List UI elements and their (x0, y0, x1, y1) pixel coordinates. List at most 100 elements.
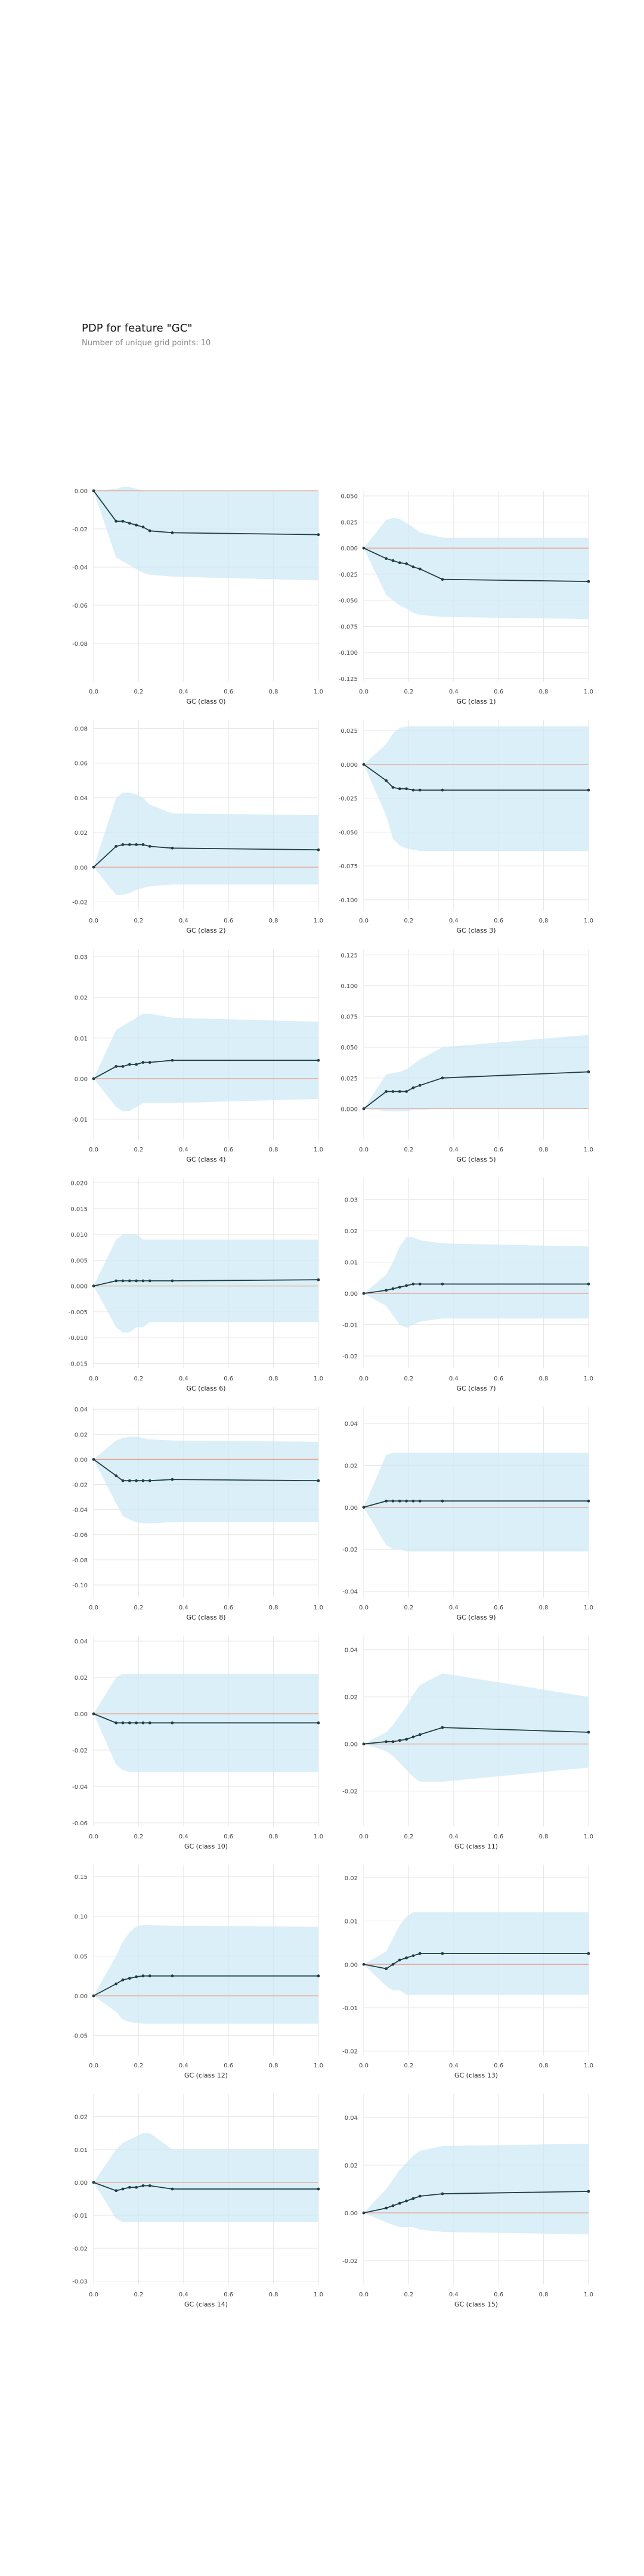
x-tick-label: 1.0 (314, 1147, 323, 1153)
y-tick-label: 0.04 (345, 1421, 358, 1428)
pdp-point (114, 1982, 118, 1986)
y-tick-label: 0.000 (340, 762, 358, 769)
confidence-band (364, 2144, 589, 2234)
pdp-point (114, 2189, 118, 2193)
pdp-point (385, 2206, 388, 2210)
y-tick-label: 0.02 (345, 1228, 358, 1235)
pdp-point (171, 1478, 174, 1481)
x-axis-label: GC (class 0) (186, 698, 225, 705)
pdp-point (411, 565, 415, 569)
pdp-point (362, 1506, 366, 1509)
pdp-point (398, 1739, 401, 1742)
x-tick-label: 0.0 (359, 1147, 369, 1153)
x-axis-label: GC (class 4) (186, 1156, 225, 1163)
x-tick-label: 0.4 (449, 1147, 459, 1153)
x-tick-label: 0.8 (539, 1147, 549, 1153)
y-tick-label: -0.02 (72, 899, 88, 906)
x-axis-label: GC (class 1) (456, 698, 496, 705)
y-tick-label: -0.01 (72, 2213, 88, 2219)
y-tick-label: -0.100 (339, 650, 358, 657)
pdp-point (385, 1740, 388, 1744)
pdp-panel-8: 0.04 0.02 0.00 -0.02 -0.04 -0.06 -0.08 -0.10 0.0… (72, 1407, 323, 1621)
y-tick-label: 0.05 (75, 1953, 88, 1960)
pdp-point (391, 559, 395, 562)
y-tick-label: 0.04 (75, 1639, 88, 1645)
pdp-point (135, 2185, 138, 2189)
pdp-point (171, 1058, 174, 1062)
y-tick-label: -0.01 (72, 1117, 88, 1123)
pdp-point (92, 1458, 95, 1461)
pdp-point (405, 2199, 408, 2203)
x-axis-label: GC (class 9) (456, 1614, 496, 1621)
y-tick-label: -0.06 (72, 1532, 88, 1539)
x-tick-label: 1.0 (314, 2063, 323, 2069)
y-tick-label: -0.025 (339, 572, 358, 578)
x-axis-label: GC (class 3) (456, 927, 496, 934)
pdp-point (148, 1721, 151, 1724)
pdp-point (171, 2187, 174, 2191)
y-tick-label: -0.075 (339, 624, 358, 630)
x-tick-label: 1.0 (584, 2063, 593, 2069)
pdp-point (587, 2190, 590, 2193)
x-axis-label: GC (class 10) (184, 1843, 228, 1850)
pdp-point (148, 1479, 151, 1482)
x-tick-label: 0.6 (224, 1605, 233, 1611)
y-tick-label: -0.050 (339, 829, 358, 836)
x-axis-label: GC (class 5) (456, 1156, 496, 1163)
y-tick-label: -0.075 (339, 863, 358, 870)
pdp-point (362, 1742, 366, 1746)
y-tick-label: 0.050 (340, 494, 358, 500)
pdp-point (411, 1499, 415, 1503)
pdp-point (398, 1958, 401, 1962)
confidence-band (94, 792, 318, 895)
y-tick-label: -0.025 (339, 796, 358, 803)
pdp-point (92, 1077, 95, 1080)
y-tick-label: 0.02 (75, 830, 88, 837)
x-axis-label: GC (class 12) (184, 2072, 228, 2079)
pdp-point (317, 1721, 320, 1724)
pdp-point (405, 1284, 408, 1287)
pdp-point (171, 1721, 174, 1724)
pdp-point (398, 787, 401, 791)
pdp-point (135, 1063, 138, 1066)
pdp-point (121, 1479, 125, 1482)
confidence-band (364, 726, 589, 852)
y-tick-label: 0.00 (345, 1505, 358, 1512)
confidence-band (94, 1925, 318, 2024)
x-tick-label: 0.0 (89, 2063, 98, 2069)
pdp-point (441, 1952, 444, 1955)
x-tick-label: 0.0 (89, 1376, 98, 1382)
y-tick-label: 0.03 (345, 1197, 358, 1204)
x-tick-label: 0.8 (269, 1376, 278, 1382)
y-tick-label: -0.125 (339, 676, 358, 683)
y-tick-label: 0.00 (345, 1962, 358, 1968)
x-tick-label: 0.4 (449, 2292, 459, 2298)
pdp-point (135, 1479, 138, 1482)
x-tick-label: 1.0 (584, 1605, 593, 1611)
pdp-point (141, 843, 145, 846)
pdp-panel-13: 0.02 0.01 0.00 -0.01 -0.02 0.0 0.2 0.4 0.6 0.8 1.0… (342, 1865, 593, 2079)
pdp-point (405, 1956, 408, 1959)
x-tick-label: 0.4 (179, 689, 188, 695)
y-tick-label: 0.050 (340, 1045, 358, 1051)
pdp-point (385, 557, 388, 561)
y-tick-label: -0.08 (72, 1558, 88, 1564)
x-tick-label: 0.2 (134, 918, 143, 924)
pdp-point (587, 1070, 590, 1073)
pdp-point (128, 1479, 131, 1482)
x-tick-label: 0.8 (269, 2063, 278, 2069)
x-tick-label: 0.0 (89, 918, 98, 924)
x-tick-label: 1.0 (584, 1376, 593, 1382)
x-tick-label: 1.0 (314, 689, 323, 695)
x-axis-label: GC (class 2) (186, 927, 225, 934)
pdp-point (148, 1974, 151, 1978)
pdp-point (317, 1278, 320, 1281)
x-tick-label: 0.2 (404, 1376, 413, 1382)
y-tick-label: 0.00 (75, 1076, 88, 1083)
y-tick-label: 0.000 (70, 1284, 88, 1290)
pdp-point (128, 1279, 131, 1283)
pdp-point (135, 1975, 138, 1979)
pdp-point (405, 1090, 408, 1093)
y-tick-label: 0.00 (345, 1291, 358, 1298)
x-tick-label: 0.8 (269, 1605, 278, 1611)
